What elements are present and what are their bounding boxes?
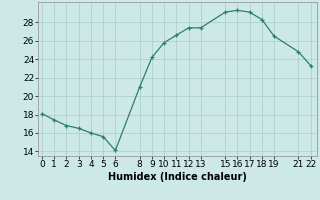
- X-axis label: Humidex (Indice chaleur): Humidex (Indice chaleur): [108, 172, 247, 182]
